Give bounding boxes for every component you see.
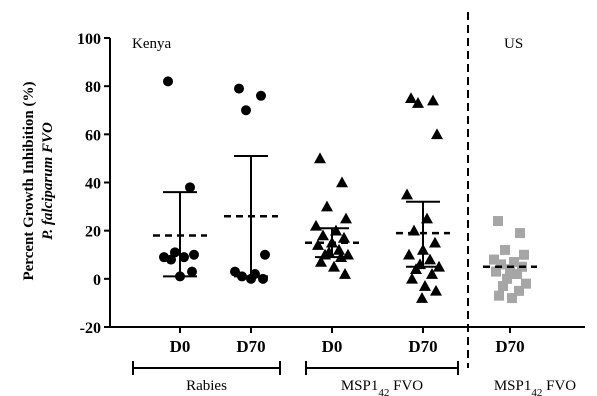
data-point-triangle [419, 280, 431, 291]
y-axis-title: Percent Growth Inhibition (%) P. falcipa… [21, 81, 56, 280]
data-point-square [489, 254, 499, 265]
data-point-triangle [403, 248, 415, 260]
data-point-circle [179, 252, 189, 263]
data-point-triangle [339, 268, 351, 279]
region-label-kenya: Kenya [132, 36, 171, 52]
data-point-triangle [405, 92, 417, 104]
y-tick-label: 40 [85, 176, 101, 193]
y-tick-label: 60 [85, 127, 101, 144]
data-point-triangle [406, 272, 418, 284]
data-point-square [507, 293, 517, 304]
data-point-square [500, 244, 510, 255]
data-point-triangle [424, 253, 436, 265]
data-point-circle [163, 76, 173, 87]
data-point-circle [166, 254, 176, 265]
data-point-circle [185, 182, 195, 193]
data-point-square [509, 256, 519, 267]
y-axis-title-line2: P. falciparum FVO [40, 122, 56, 240]
data-point-triangle [336, 176, 348, 188]
data-point-triangle [431, 128, 443, 140]
data-point-triangle [333, 243, 345, 255]
data-point-circle [187, 266, 197, 277]
data-point-triangle [321, 200, 333, 212]
data-point-circle [234, 83, 244, 94]
cohort-label: MSP142 FVO [341, 378, 423, 396]
y-tick-label: -20 [80, 320, 101, 337]
y-tick-label: 100 [77, 31, 101, 48]
group-label: D70 [408, 337, 437, 356]
data-point-triangle [328, 260, 340, 272]
group-label: D0 [322, 337, 343, 356]
data-point-triangle [412, 97, 424, 108]
data-point-triangle [427, 94, 439, 106]
data-point-triangle [429, 236, 441, 248]
cohort-label: Rabies [186, 378, 227, 394]
y-tick-label: 20 [85, 224, 101, 241]
y-tick-label: 0 [93, 272, 101, 289]
data-point-square [496, 259, 506, 270]
data-point-circle [258, 273, 268, 284]
data-point-circle [230, 266, 240, 277]
y-tick-label: 80 [85, 79, 101, 96]
data-point-square [519, 249, 529, 260]
data-point-triangle [426, 268, 438, 279]
data-point-square [494, 290, 504, 301]
group-label: D70 [495, 337, 524, 356]
region-label-us: US [504, 36, 523, 52]
cohort-label: MSP142 FVO [494, 378, 576, 396]
data-point-triangle [340, 212, 352, 224]
data-point-triangle [317, 229, 329, 241]
data-point-square [493, 216, 503, 227]
y-axis-title-line1: Percent Growth Inhibition (%) [21, 81, 37, 280]
data-point-circle [256, 90, 266, 101]
group-labels: D0 D70 D0 D70 D70 Rabies MSP142 FVO MSP142 FVO [132, 337, 576, 396]
data-point-square [491, 266, 501, 277]
data-point-square [498, 281, 508, 292]
data-point-square [512, 269, 522, 280]
data-point-square [515, 228, 525, 239]
data-point-circle [241, 105, 251, 116]
data-point-triangle [312, 239, 324, 250]
data-point-square [521, 278, 531, 289]
data-point-circle [260, 249, 270, 260]
group-label: D70 [236, 337, 265, 356]
data-point-triangle [410, 263, 422, 274]
data-point-square [502, 273, 512, 284]
data-point-square [505, 264, 515, 275]
data-point-square [514, 285, 524, 296]
data-point-triangle [315, 255, 327, 267]
data-point-triangle [401, 188, 413, 200]
axes: 100 80 60 40 20 0 -20 [77, 12, 585, 368]
data-point-circle [189, 249, 199, 260]
data-point-triangle [416, 292, 428, 303]
data-marks [153, 76, 537, 304]
data-point-triangle [314, 152, 326, 164]
data-point-triangle [338, 231, 350, 243]
group-label: D0 [170, 337, 191, 356]
data-point-triangle [430, 284, 442, 296]
